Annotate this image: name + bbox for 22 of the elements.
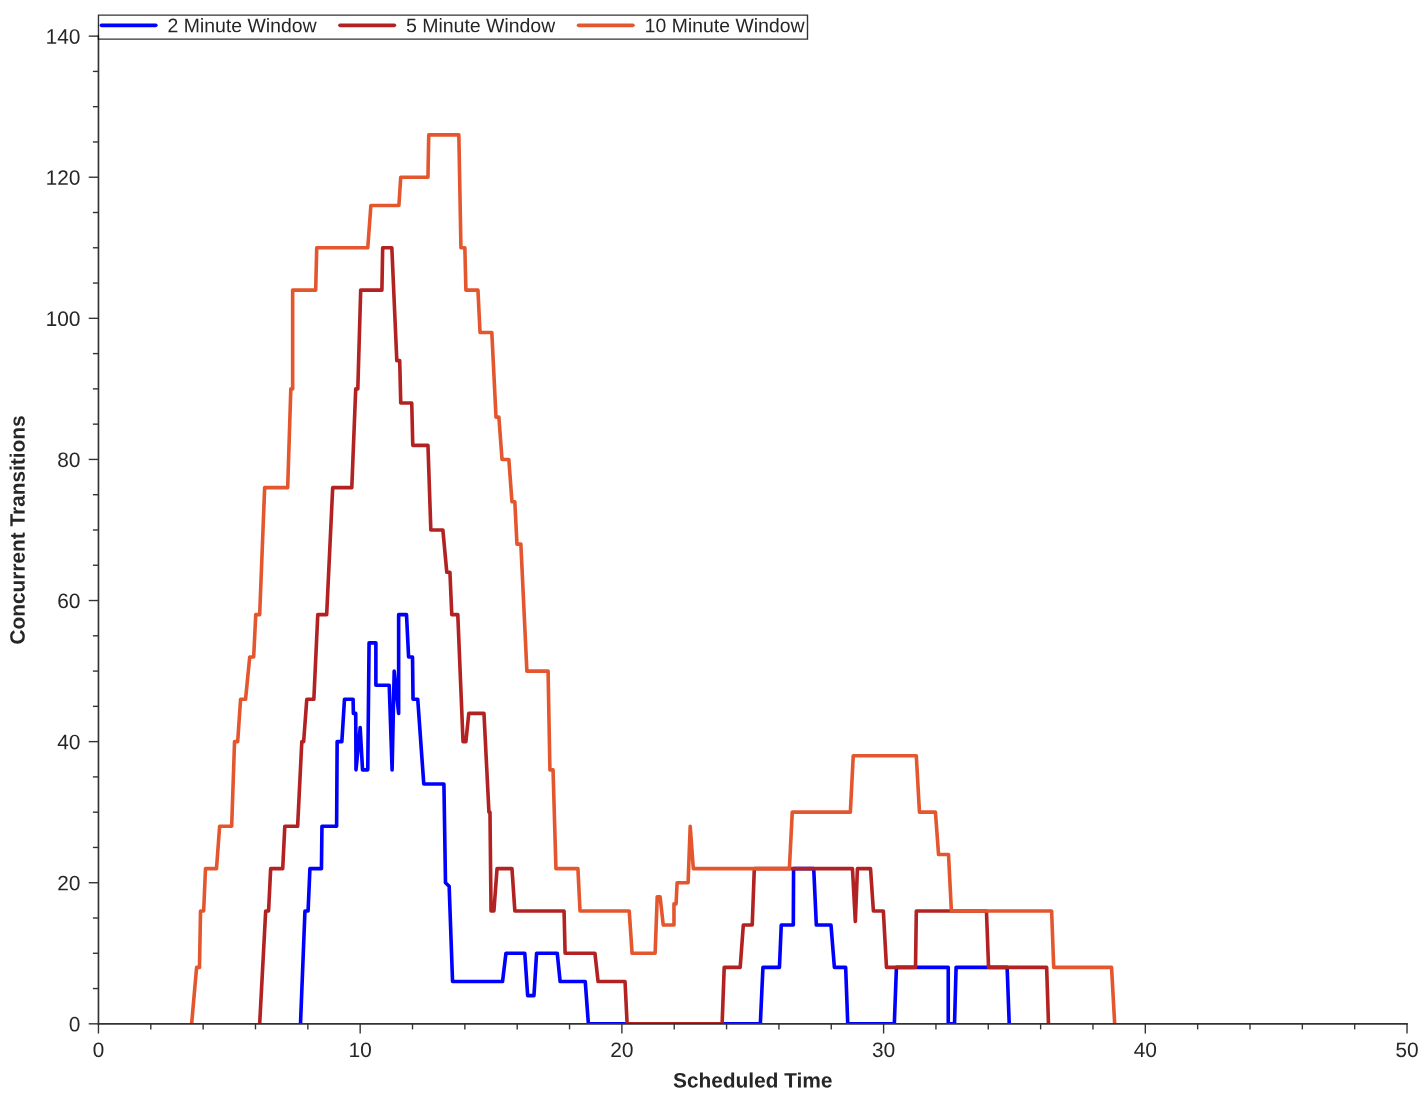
y-tick-label: 0 [69, 1016, 80, 1032]
y-tick-label: 60 [58, 593, 80, 609]
x-tick-label: 20 [611, 1042, 633, 1058]
x-tick-label: 40 [1134, 1042, 1157, 1058]
y-axis-title: Concurrent Transitions [9, 416, 25, 644]
legend-label: 2 Minute Window [168, 18, 317, 33]
x-tick-label: 30 [872, 1042, 895, 1058]
y-tick-label: 120 [47, 170, 80, 185]
x-tick-label: 10 [350, 1042, 371, 1058]
line-series [298, 612, 1012, 1024]
line-series [257, 245, 1051, 1024]
y-tick-label: 40 [57, 734, 80, 750]
y-tick-label: 20 [58, 875, 80, 891]
y-tick-label: 80 [58, 452, 80, 468]
y-tick-label: 140 [47, 29, 80, 44]
legend-label: 5 Minute Window [406, 18, 556, 33]
line-series [189, 133, 1117, 1024]
y-tick-label: 100 [47, 311, 80, 327]
x-tick-label: 50 [1396, 1042, 1418, 1058]
legend-label: 10 Minute Window [646, 18, 805, 33]
x-tick-label: 0 [93, 1042, 104, 1058]
x-axis-title: Scheduled Time [673, 1072, 832, 1088]
